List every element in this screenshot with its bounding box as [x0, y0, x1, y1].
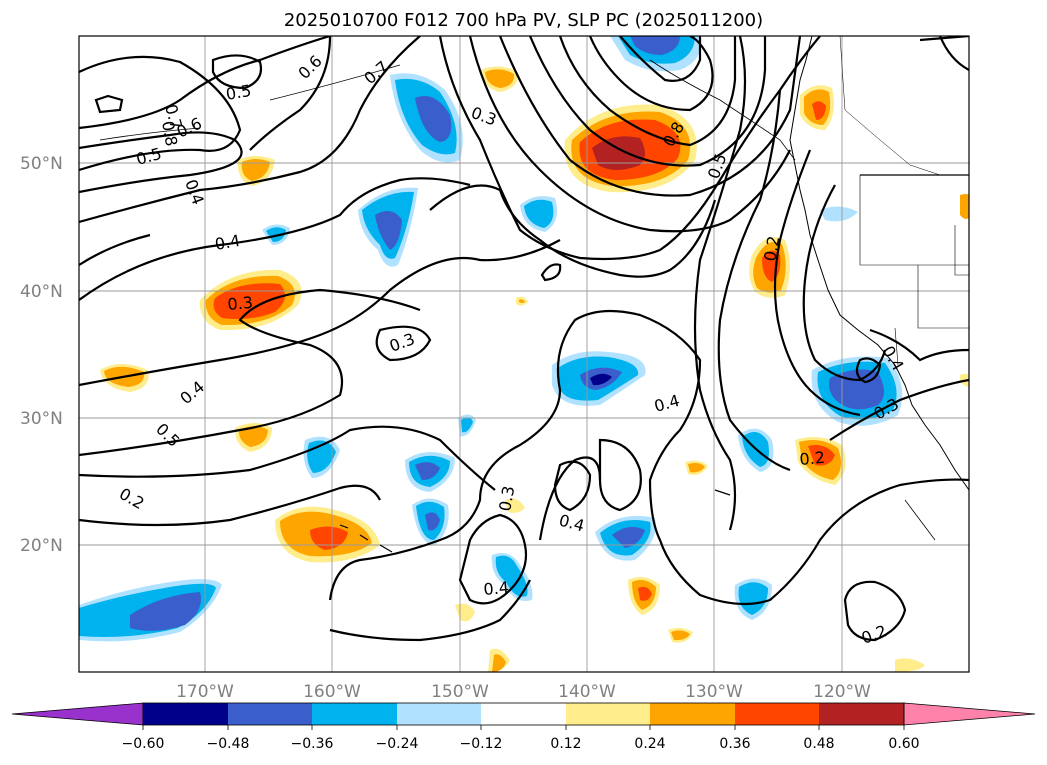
pv-anomaly-positive	[310, 526, 348, 550]
longitude-labels: 170°W 160°W 150°W 140°W 130°W 120°W	[176, 682, 871, 702]
colorbar-tick-label: −0.24	[376, 736, 419, 752]
lon-label-170w: 170°W	[176, 682, 234, 702]
pv-shading	[79, 36, 969, 672]
map-title: 2025010700 F012 700 hPa PV, SLP PC (2025…	[283, 10, 764, 31]
pv-anomaly-positive	[638, 586, 652, 601]
pv-anomaly-negative	[630, 36, 680, 55]
colorbar-bin	[735, 703, 819, 725]
colorbar-tick-label: 0.24	[634, 736, 665, 752]
pv-anomaly-positive	[241, 159, 270, 181]
pv-anomaly-positive	[505, 498, 525, 513]
contour-label: 0.2	[799, 448, 826, 469]
lon-label-140w: 140°W	[558, 682, 616, 702]
pv-anomaly-negative	[612, 526, 645, 548]
colorbar-tick-label: 0.36	[719, 736, 750, 752]
lon-label-130w: 130°W	[685, 682, 743, 702]
graticule	[79, 36, 969, 672]
contour-label: 0.4	[213, 231, 241, 254]
colorbar-bin	[819, 703, 904, 725]
map-frame	[78, 35, 970, 673]
pv-anomaly-negative	[738, 582, 768, 615]
pv-anomaly-positive	[960, 194, 969, 219]
colorbar-tick-label: 0.60	[888, 736, 919, 752]
colorbar-tick-label: −0.60	[122, 736, 165, 752]
colorbar: −0.60 −0.48 −0.36 −0.24 −0.12 0.12 0.24 …	[11, 702, 1036, 752]
pv-anomaly-positive	[688, 463, 705, 473]
pv-anomaly-negative	[495, 555, 528, 597]
pv-anomaly-negative	[415, 96, 452, 142]
colorbar-tick-label: 0.12	[550, 736, 581, 752]
slp-contours	[79, 36, 969, 642]
pv-anomaly-positive	[895, 658, 925, 672]
pv-anomaly-positive	[213, 283, 285, 320]
colorbar-bin	[143, 703, 228, 725]
pv-anomaly-positive	[808, 445, 835, 466]
colorbar-bin	[312, 703, 397, 725]
colorbar-bin	[481, 703, 566, 725]
map-area: 0.7 0.8 0.6 0.5 0.4 0.5 0.6 0.7 0.3 0.8 …	[79, 36, 969, 672]
pv-anomaly-negative	[524, 199, 554, 228]
contour-label: 0.2	[760, 234, 783, 262]
contour-label: 0.3	[495, 484, 518, 512]
pv-anomaly-positive	[238, 426, 268, 447]
lat-label-40n: 40°N	[20, 282, 63, 302]
pv-anomaly-negative	[590, 373, 612, 386]
pv-anomaly-positive	[519, 299, 525, 303]
coastlines	[99, 36, 969, 553]
pv-anomaly-negative	[820, 206, 858, 222]
colorbar-bin	[397, 703, 481, 725]
lat-label-50n: 50°N	[20, 154, 63, 174]
colorbar-tick-label: −0.12	[460, 736, 503, 752]
contour-label: 0.4	[483, 578, 510, 599]
lon-label-150w: 150°W	[431, 682, 489, 702]
colorbar-extend-high	[903, 702, 1036, 726]
pv-anomaly-negative	[425, 512, 440, 531]
lon-label-120w: 120°W	[813, 682, 871, 702]
colorbar-tick-label: −0.48	[207, 736, 250, 752]
latitude-labels: 50°N 40°N 30°N 20°N	[20, 154, 63, 556]
pv-anomaly-positive	[492, 654, 506, 672]
pv-anomaly-negative	[461, 417, 473, 433]
lat-label-20n: 20°N	[20, 536, 63, 556]
colorbar-extend-low	[11, 702, 144, 726]
colorbar-bin	[650, 703, 735, 725]
pv-anomaly-negative	[130, 592, 201, 631]
pv-anomaly-negative	[375, 211, 402, 250]
contour-label: 0.3	[227, 293, 254, 314]
pv-anomaly-positive	[485, 69, 515, 88]
contour-label: 0.8	[158, 119, 181, 147]
colorbar-tick-label: 0.48	[803, 736, 834, 752]
colorbar-bin	[566, 703, 650, 725]
pv-anomaly-positive	[671, 630, 690, 641]
pv-anomaly-negative	[266, 227, 286, 242]
pv-anomaly-positive	[592, 136, 645, 170]
contour-label: 0.5	[224, 81, 252, 104]
lon-label-160w: 160°W	[303, 682, 361, 702]
lat-label-30n: 30°N	[20, 409, 63, 429]
pv-anomaly-negative	[415, 462, 440, 480]
pv-anomaly-positive	[812, 101, 826, 120]
colorbar-bin	[228, 703, 312, 725]
colorbar-tick-label: −0.36	[291, 736, 334, 752]
